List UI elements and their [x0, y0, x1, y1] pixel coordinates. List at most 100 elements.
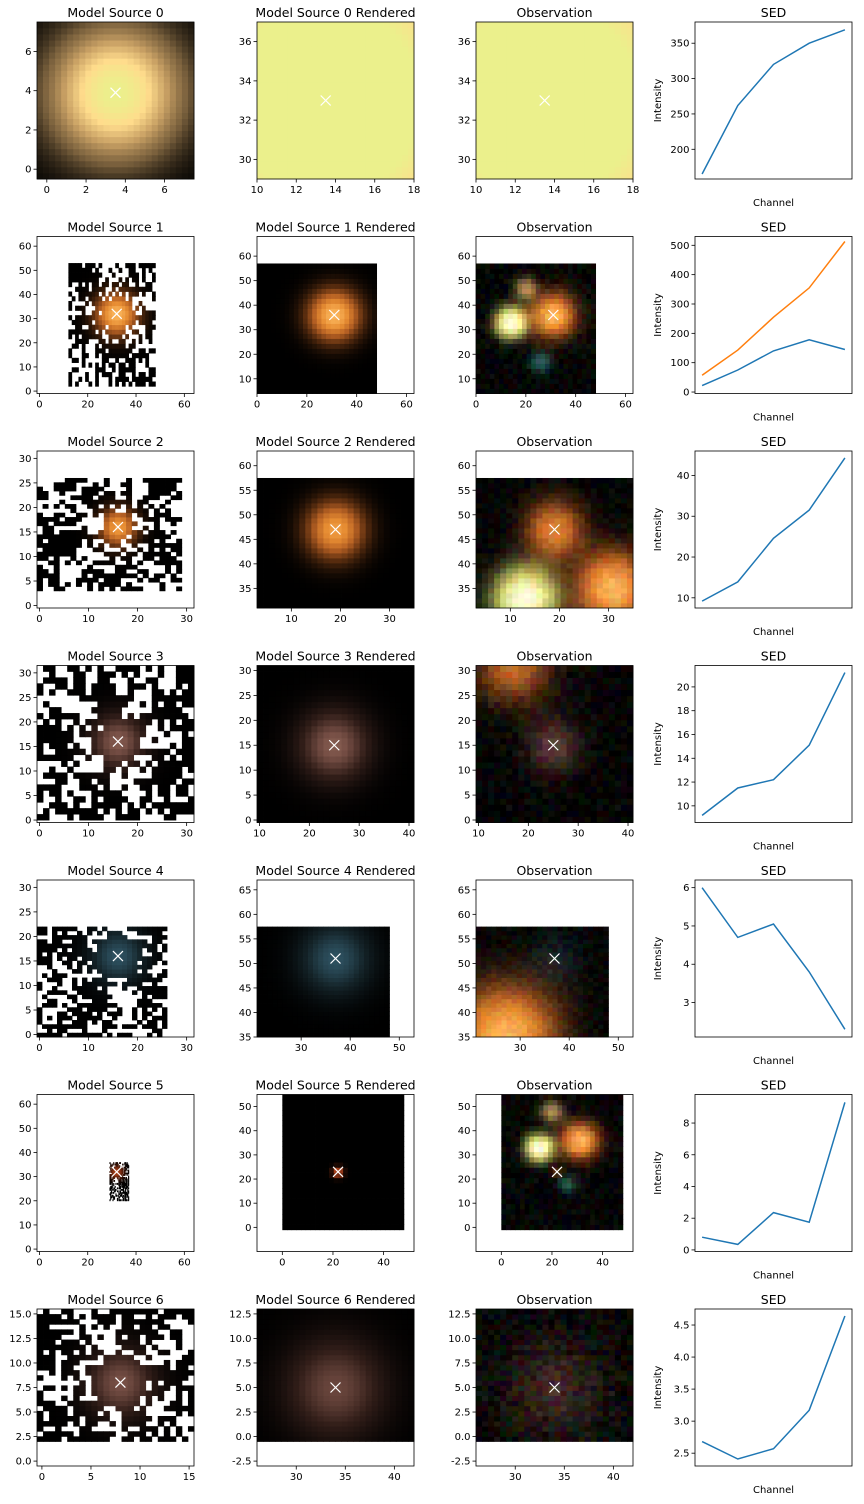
image-pixels: [68, 263, 156, 387]
y-tick-label: 20: [458, 716, 471, 727]
x-tick-label: 40: [569, 400, 582, 411]
axes-frame: [475, 236, 634, 394]
y-tick-label: 200: [670, 145, 689, 156]
image-pixels: [476, 665, 634, 823]
x-tick-label: 12: [290, 185, 303, 196]
y-tick-label: 20: [19, 932, 32, 943]
x-tick-label: 0: [36, 614, 42, 625]
panel-title: Model Source 6 Rendered: [255, 1292, 415, 1307]
y-tick-label: 50: [458, 276, 471, 287]
y-tick-label: 35: [239, 584, 252, 595]
y-tick-label: 5: [25, 1006, 31, 1017]
y-tick-label: 32: [239, 116, 252, 127]
y-tick-label: 7.5: [236, 1358, 252, 1369]
y-tick-label: 6: [683, 883, 689, 894]
y-tick-label: 15.0: [9, 1309, 31, 1320]
x-tick-label: 20: [522, 829, 535, 840]
sed-line-series-1: [701, 29, 846, 175]
y-axis-label: Intensity: [653, 79, 664, 123]
y-tick-label: 30: [19, 668, 32, 679]
y-tick-label: 30: [677, 512, 690, 523]
y-tick-label: 30: [458, 325, 471, 336]
x-tick-label: 16: [587, 185, 600, 196]
x-axis-label: Channel: [753, 413, 794, 424]
y-tick-label: 3.0: [674, 1417, 690, 1428]
x-tick-label: 50: [612, 1043, 625, 1054]
x-tick-label: 20: [131, 614, 144, 625]
y-tick-label: 30: [239, 1150, 252, 1161]
center-marker: [112, 950, 124, 962]
y-tick-label: 300: [670, 299, 689, 310]
y-tick-label: 55: [239, 934, 252, 945]
x-tick-label: 30: [572, 829, 585, 840]
center-marker: [332, 1166, 344, 1178]
y-tick-label: 15: [239, 741, 252, 752]
panel-observation-source-6: 30 35 40 -2.5 0.0 2.5 5.0 7.5 10.0 12.5 Observatio…: [448, 1292, 634, 1483]
x-tick-label: 40: [350, 400, 363, 411]
y-tick-label: 0: [464, 816, 470, 827]
image-pixels: [257, 22, 415, 180]
panel-model-source-5: 0 20 40 60 0 10 20 30 40 50 60 Model Source 5: [19, 1078, 195, 1269]
image-pixels: [257, 926, 390, 1038]
panel-title: Model Source 0: [67, 5, 163, 20]
x-tick-label: 20: [131, 1043, 144, 1054]
y-tick-label: 10: [239, 766, 252, 777]
y-tick-label: 25: [458, 691, 471, 702]
y-tick-label: 40: [677, 471, 690, 482]
y-tick-label: 12.5: [448, 1309, 470, 1320]
y-tick-label: 10.0: [9, 1358, 31, 1369]
panel-observation-source-3: 10 20 30 40 0 5 10 15 20 25 30 Observation: [458, 649, 635, 840]
y-tick-label: 60: [239, 252, 252, 263]
y-tick-label: 0: [25, 1245, 31, 1256]
axes-frame: [475, 450, 634, 609]
y-tick-label: 4: [683, 1182, 689, 1193]
x-tick-label: 10: [82, 614, 95, 625]
panel-observation-source-0: 10 12 14 16 18 30 32 34 36 Observation: [458, 5, 640, 196]
axes-frame: [256, 450, 415, 609]
y-tick-label: 60: [458, 461, 471, 472]
y-tick-label: 40: [458, 1008, 471, 1019]
y-tick-label: 20: [19, 503, 32, 514]
y-tick-label: 2: [25, 125, 31, 136]
center-marker: [549, 1382, 560, 1393]
y-tick-label: 50: [239, 959, 252, 970]
axes-frame: [36, 665, 195, 823]
y-tick-label: 55: [458, 486, 471, 497]
y-tick-label: 45: [458, 535, 471, 546]
center-marker: [551, 1166, 563, 1178]
y-tick-label: 2: [683, 1214, 689, 1225]
y-tick-label: 300: [670, 74, 689, 85]
y-tick-label: 250: [670, 109, 689, 120]
y-tick-label: 50: [239, 276, 252, 287]
x-tick-label: 10: [285, 614, 298, 625]
y-tick-label: 45: [239, 983, 252, 994]
x-tick-label: 20: [519, 400, 532, 411]
y-tick-label: 50: [458, 1102, 471, 1113]
panel-model-source-3: 0 10 20 30 0 5 10 15 20 25 30 Model Source 3: [19, 649, 195, 840]
y-tick-label: 20: [19, 717, 32, 728]
y-tick-label: 36: [239, 37, 252, 48]
panel-title: Model Source 2 Rendered: [255, 434, 415, 449]
x-tick-label: 0: [36, 400, 42, 411]
center-marker: [547, 309, 559, 321]
x-tick-label: 0: [254, 400, 260, 411]
panel-model-source-1: 0 20 40 60 0 10 20 30 40 50 60 Model Source 1: [19, 220, 195, 411]
y-tick-label: 0.0: [455, 1432, 471, 1443]
y-tick-label: 10: [19, 1220, 32, 1231]
center-marker: [547, 739, 559, 751]
image-pixels: [257, 1309, 415, 1442]
x-tick-label: 20: [131, 829, 144, 840]
y-tick-label: 30: [19, 314, 32, 325]
y-tick-label: 350: [670, 39, 689, 50]
y-tick-label: 60: [19, 242, 32, 253]
x-tick-label: 6: [161, 185, 167, 196]
axes-frame: [694, 665, 853, 823]
panel-sed-source-4: grizy3456ChannelIntensitySED: [653, 863, 853, 1067]
y-tick-label: 45: [239, 535, 252, 546]
y-tick-label: 8: [683, 1119, 689, 1130]
y-tick-label: 10: [458, 1199, 471, 1210]
image-pixels: [37, 22, 195, 180]
y-tick-label: 40: [19, 1148, 32, 1159]
sed-line-series-1: [701, 1315, 846, 1460]
